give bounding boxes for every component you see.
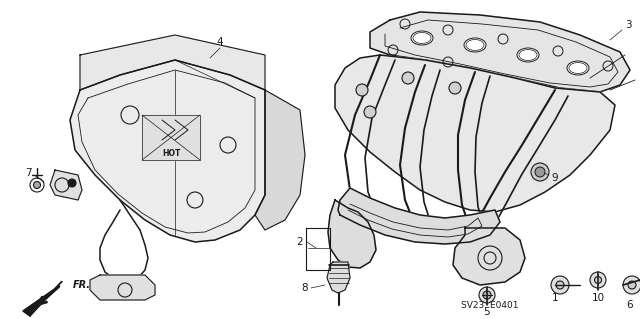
- Circle shape: [556, 281, 564, 289]
- Ellipse shape: [567, 61, 589, 75]
- Text: 1: 1: [552, 293, 558, 303]
- Circle shape: [68, 179, 76, 187]
- Text: SV23  E0401: SV23 E0401: [461, 301, 519, 310]
- Ellipse shape: [466, 40, 484, 50]
- Circle shape: [479, 287, 495, 303]
- Polygon shape: [80, 35, 265, 90]
- Ellipse shape: [519, 49, 537, 61]
- Text: 9: 9: [552, 173, 558, 183]
- Circle shape: [483, 291, 491, 299]
- Polygon shape: [255, 90, 305, 230]
- Circle shape: [449, 82, 461, 94]
- Text: 4: 4: [217, 37, 223, 47]
- Polygon shape: [370, 12, 630, 92]
- Text: 8: 8: [301, 283, 308, 293]
- Polygon shape: [328, 200, 376, 268]
- Polygon shape: [453, 228, 525, 285]
- Circle shape: [590, 272, 606, 288]
- Polygon shape: [90, 275, 155, 300]
- Text: 2: 2: [297, 237, 303, 247]
- Circle shape: [628, 281, 636, 289]
- Text: FR.: FR.: [73, 280, 91, 290]
- Ellipse shape: [413, 33, 431, 43]
- Text: 5: 5: [484, 307, 490, 317]
- Polygon shape: [50, 170, 82, 200]
- Circle shape: [356, 84, 368, 96]
- Circle shape: [364, 106, 376, 118]
- Text: 3: 3: [625, 20, 631, 30]
- Ellipse shape: [464, 38, 486, 52]
- Text: 10: 10: [591, 293, 605, 303]
- Text: 6: 6: [627, 300, 634, 310]
- Circle shape: [623, 276, 640, 294]
- Circle shape: [535, 167, 545, 177]
- Polygon shape: [335, 55, 615, 212]
- Circle shape: [33, 182, 40, 189]
- Polygon shape: [70, 60, 265, 242]
- Ellipse shape: [569, 63, 587, 73]
- Ellipse shape: [411, 31, 433, 45]
- Ellipse shape: [517, 48, 539, 62]
- Text: HOT: HOT: [162, 149, 180, 158]
- Circle shape: [595, 277, 602, 284]
- Polygon shape: [327, 262, 350, 293]
- Circle shape: [531, 163, 549, 181]
- Polygon shape: [142, 115, 200, 160]
- Circle shape: [30, 178, 44, 192]
- Circle shape: [551, 276, 569, 294]
- Polygon shape: [338, 188, 500, 244]
- Text: 7: 7: [25, 168, 31, 178]
- Circle shape: [402, 72, 414, 84]
- Polygon shape: [23, 281, 62, 316]
